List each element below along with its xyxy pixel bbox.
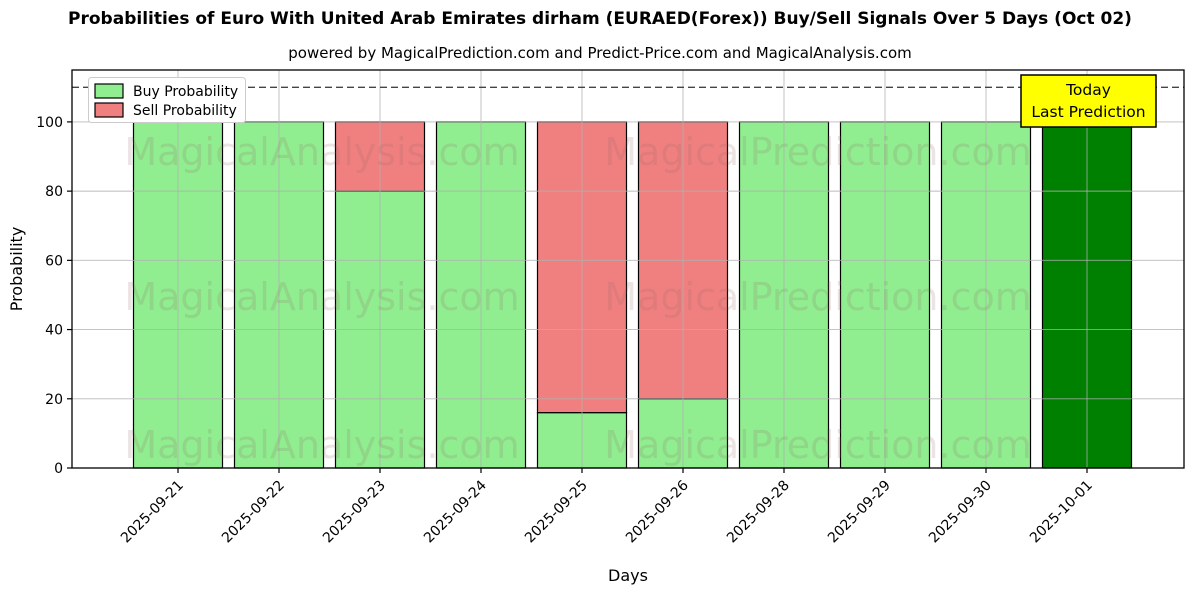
watermark-text: MagicalAnalysis.com	[124, 275, 519, 319]
legend-swatch-buy	[94, 83, 124, 99]
x-tick-label: 2025-09-25	[522, 478, 591, 547]
today-annotation: Today Last Prediction	[1020, 74, 1157, 128]
x-tick-label: 2025-09-23	[320, 478, 389, 547]
legend-label-buy: Buy Probability	[133, 84, 238, 100]
y-tick-label: 0	[54, 461, 63, 477]
y-tick-label: 80	[45, 184, 63, 200]
x-tick-label: 2025-09-24	[421, 477, 490, 546]
watermark-text: MagicalPrediction.com	[604, 423, 1032, 467]
y-tick-label: 20	[45, 392, 63, 408]
y-tick-label: 40	[45, 323, 63, 339]
x-tick-label: 2025-09-29	[825, 478, 894, 547]
chart-title: Probabilities of Euro With United Arab E…	[68, 9, 1132, 29]
axes-spines	[71, 69, 1185, 469]
x-tick-label: 2025-09-26	[623, 477, 692, 546]
x-axis-title: Days	[608, 566, 648, 585]
legend-box	[88, 77, 246, 123]
y-axis-title: Probability	[7, 227, 26, 312]
watermark-text: MagicalAnalysis.com	[124, 423, 519, 467]
legend-swatch-sell	[94, 102, 124, 118]
watermark-text: MagicalAnalysis.com	[124, 130, 519, 174]
x-tick-label: 2025-10-01	[1027, 478, 1096, 547]
y-tick-label: 100	[36, 115, 63, 131]
watermark-text: MagicalPrediction.com	[604, 130, 1032, 174]
legend: Buy Probability Sell Probability	[88, 77, 246, 123]
legend-label-sell: Sell Probability	[133, 103, 237, 119]
x-tick-label: 2025-09-28	[724, 478, 793, 547]
watermark-text: MagicalPrediction.com	[604, 275, 1032, 319]
today-annotation-line2: Last Prediction	[1031, 103, 1145, 121]
watermarks-group: MagicalAnalysis.com MagicalPrediction.com…	[124, 130, 1031, 467]
today-annotation-box	[1020, 74, 1157, 128]
gridlines-group	[72, 70, 1184, 468]
chart-subtitle: powered by MagicalPrediction.com and Pre…	[288, 44, 912, 62]
today-annotation-line1: Today	[1065, 81, 1111, 99]
x-tick-label: 2025-09-21	[118, 478, 187, 547]
x-tick-label: 2025-09-22	[219, 478, 288, 547]
x-tick-label: 2025-09-30	[926, 478, 995, 547]
y-tick-label: 60	[45, 253, 63, 269]
